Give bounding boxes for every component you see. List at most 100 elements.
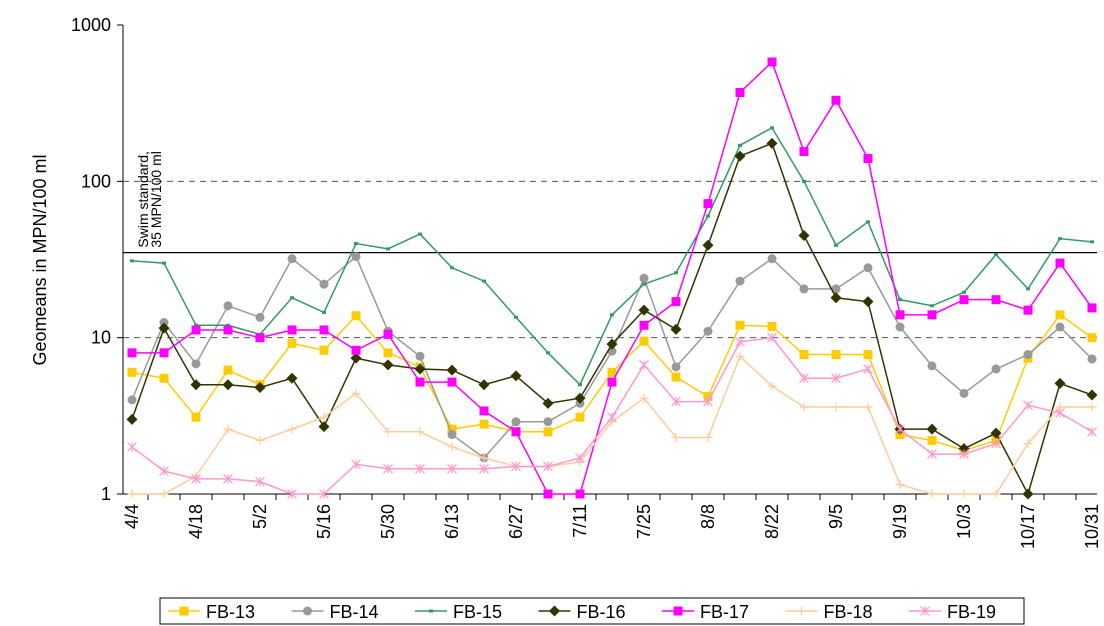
x-tick-label: 5/30 [378,504,398,539]
marker [798,230,810,242]
marker [127,489,137,499]
series-line [132,60,1093,495]
marker [895,322,905,332]
marker [415,463,425,474]
marker [639,273,649,283]
marker [350,352,362,364]
marker [606,338,618,350]
legend-label: FB-16 [577,602,626,622]
x-tick-label: 8/8 [698,504,718,529]
marker [703,392,713,402]
x-tick-label: 7/25 [634,504,654,539]
marker [255,435,265,445]
marker [415,427,425,437]
marker [222,379,234,391]
x-tick-label: 6/13 [442,504,462,539]
x-tick-label: 10/31 [1082,504,1102,549]
marker [927,449,937,460]
marker [1023,305,1033,315]
marker [223,473,233,484]
x-tick-label: 9/5 [826,504,846,529]
marker [673,606,683,616]
marker [287,254,297,264]
marker [959,295,969,305]
marker [1087,303,1097,313]
marker [415,351,425,361]
marker [383,348,393,358]
marker [990,427,1002,439]
marker [319,279,329,289]
marker [287,338,297,348]
marker [1087,333,1097,343]
marker [927,310,937,320]
marker [479,406,489,416]
marker [1055,258,1065,268]
x-tick-label: 10/17 [1018,504,1038,549]
marker [447,377,457,387]
legend-box [159,597,1025,625]
marker [863,364,873,374]
marker [351,388,361,398]
marker [543,489,553,499]
marker [863,263,873,273]
marker [158,322,170,334]
marker [191,412,201,422]
marker [895,424,905,435]
marker [1055,322,1065,332]
x-tick-label: 5/2 [250,504,270,529]
marker [703,396,713,407]
y-tick-label: 10 [91,328,111,348]
marker [190,379,202,391]
marker [319,345,329,355]
marker [159,466,169,477]
marker [191,473,201,484]
marker [1022,488,1034,500]
reference-label: Swim standard, [135,151,151,247]
marker [303,606,312,616]
marker [702,239,714,251]
marker [671,396,681,407]
series-line [131,142,1093,496]
marker [159,318,169,328]
marker [127,395,137,405]
marker [959,388,969,398]
marker [159,348,169,358]
x-tick-label: 10/3 [954,504,974,539]
legend-label: FB-15 [453,602,502,622]
marker [159,489,169,499]
marker [287,424,297,434]
marker [511,417,521,427]
marker [319,412,329,422]
marker [479,453,489,463]
marker [799,402,809,412]
marker [959,449,969,460]
marker [831,350,841,360]
legend: FB-13 FB-14 FB-15 FB-16 FB-17 FB-18 FB-19 [159,597,1025,625]
marker [1023,350,1033,360]
marker [1023,400,1033,411]
marker [126,413,138,425]
marker [830,292,842,304]
marker [447,430,457,440]
marker [735,351,745,361]
reference-label: 35 MPN/100 ml [148,151,164,247]
legend-label: FB-18 [824,602,873,622]
marker [1023,439,1033,449]
marker [479,463,489,474]
marker [927,435,937,445]
x-tick-label: 4/18 [186,504,206,539]
marker [549,605,560,617]
marker [639,359,649,370]
x-tick-label: 7/11 [570,504,590,538]
marker [351,311,361,321]
marker [1087,354,1097,364]
marker [255,333,265,343]
marker [766,137,778,149]
marker [159,373,169,383]
marker [255,476,265,487]
marker [543,427,553,437]
marker [607,377,617,387]
marker [671,372,681,382]
marker [351,459,361,470]
legend-label: FB-13 [206,602,255,622]
